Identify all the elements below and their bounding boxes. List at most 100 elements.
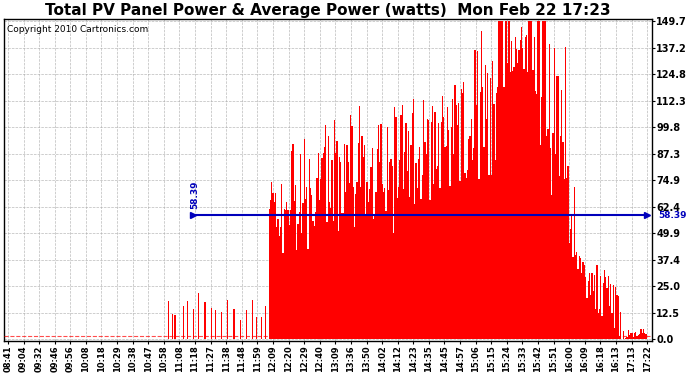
Bar bbox=[440, 188, 441, 339]
Bar bbox=[328, 135, 329, 339]
Bar bbox=[290, 210, 291, 339]
Bar bbox=[385, 211, 386, 339]
Bar bbox=[268, 209, 270, 339]
Bar bbox=[466, 178, 467, 339]
Bar bbox=[461, 89, 462, 339]
Bar bbox=[609, 306, 610, 339]
Bar bbox=[531, 21, 532, 339]
Bar bbox=[310, 188, 311, 339]
Bar bbox=[551, 195, 552, 339]
Bar bbox=[168, 302, 169, 339]
Bar bbox=[533, 37, 535, 339]
Bar bbox=[282, 253, 284, 339]
Bar bbox=[337, 231, 339, 339]
Bar bbox=[601, 316, 602, 339]
Bar bbox=[620, 312, 622, 339]
Bar bbox=[614, 328, 615, 339]
Bar bbox=[441, 122, 442, 339]
Bar bbox=[636, 336, 638, 339]
Bar bbox=[299, 212, 300, 339]
Bar bbox=[415, 163, 417, 339]
Bar bbox=[567, 166, 569, 339]
Bar bbox=[469, 136, 471, 339]
Bar bbox=[343, 213, 344, 339]
Bar bbox=[472, 160, 473, 339]
Bar bbox=[589, 273, 590, 339]
Bar bbox=[580, 258, 581, 339]
Bar bbox=[301, 233, 302, 339]
Bar bbox=[366, 182, 368, 339]
Bar bbox=[317, 153, 319, 339]
Bar bbox=[542, 21, 544, 339]
Bar bbox=[529, 21, 530, 339]
Bar bbox=[285, 210, 286, 339]
Bar bbox=[457, 124, 458, 339]
Bar bbox=[453, 154, 455, 339]
Bar bbox=[607, 288, 608, 339]
Bar bbox=[348, 162, 349, 339]
Bar bbox=[265, 306, 266, 339]
Bar bbox=[497, 87, 498, 339]
Bar bbox=[293, 144, 294, 339]
Bar bbox=[276, 226, 277, 339]
Bar bbox=[496, 93, 497, 339]
Bar bbox=[397, 198, 398, 339]
Bar bbox=[446, 146, 447, 339]
Bar bbox=[550, 148, 551, 339]
Bar bbox=[394, 107, 395, 339]
Bar bbox=[590, 295, 591, 339]
Bar bbox=[573, 187, 575, 339]
Bar bbox=[319, 200, 320, 339]
Bar bbox=[596, 265, 598, 339]
Bar bbox=[295, 185, 296, 339]
Bar bbox=[578, 269, 579, 339]
Bar bbox=[329, 202, 330, 339]
Bar bbox=[431, 122, 432, 339]
Bar bbox=[535, 91, 536, 339]
Bar bbox=[510, 72, 511, 339]
Bar bbox=[380, 124, 382, 339]
Bar bbox=[478, 178, 480, 339]
Bar bbox=[586, 298, 587, 339]
Bar bbox=[484, 65, 486, 339]
Bar bbox=[447, 107, 448, 339]
Bar bbox=[359, 106, 360, 339]
Bar bbox=[414, 204, 415, 339]
Bar bbox=[428, 120, 429, 339]
Bar bbox=[493, 104, 495, 339]
Bar bbox=[512, 70, 513, 339]
Bar bbox=[571, 216, 573, 339]
Bar bbox=[183, 306, 184, 339]
Bar bbox=[638, 334, 639, 339]
Bar bbox=[198, 293, 199, 339]
Bar bbox=[386, 127, 388, 339]
Bar bbox=[500, 21, 501, 339]
Bar bbox=[569, 243, 570, 339]
Text: Copyright 2010 Cartronics.com: Copyright 2010 Cartronics.com bbox=[8, 26, 148, 34]
Bar bbox=[501, 21, 502, 339]
Bar bbox=[640, 329, 642, 339]
Bar bbox=[591, 273, 593, 339]
Bar bbox=[418, 159, 420, 339]
Bar bbox=[608, 276, 609, 339]
Bar bbox=[374, 216, 375, 339]
Bar bbox=[634, 333, 635, 339]
Bar bbox=[642, 333, 643, 339]
Bar bbox=[334, 120, 335, 339]
Bar bbox=[281, 184, 282, 339]
Bar bbox=[315, 211, 316, 339]
Bar bbox=[273, 202, 275, 339]
Bar bbox=[475, 105, 477, 339]
Bar bbox=[349, 183, 350, 339]
Bar bbox=[331, 160, 333, 339]
Bar bbox=[541, 98, 542, 339]
Bar bbox=[462, 93, 463, 339]
Bar bbox=[388, 190, 389, 339]
Bar bbox=[277, 219, 279, 339]
Bar bbox=[633, 337, 634, 339]
Bar bbox=[306, 187, 308, 339]
Bar bbox=[408, 131, 409, 339]
Bar bbox=[314, 226, 315, 339]
Bar bbox=[644, 333, 645, 339]
Bar bbox=[311, 195, 313, 339]
